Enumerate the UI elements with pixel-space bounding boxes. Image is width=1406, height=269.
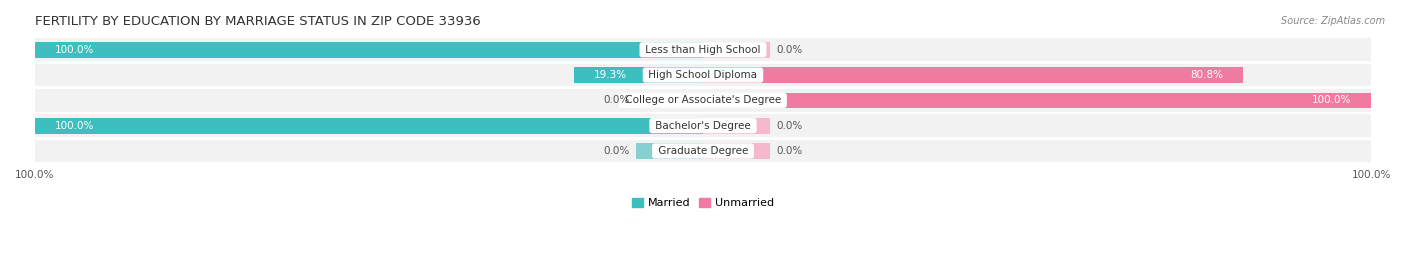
Bar [636,93,703,108]
Bar [35,38,1371,61]
Bar [703,118,770,133]
Text: FERTILITY BY EDUCATION BY MARRIAGE STATUS IN ZIP CODE 33936: FERTILITY BY EDUCATION BY MARRIAGE STATU… [35,15,481,28]
Bar [574,67,703,83]
Bar [703,67,1243,83]
Text: 0.0%: 0.0% [776,121,803,131]
Text: 80.8%: 80.8% [1189,70,1223,80]
Bar [35,64,1371,86]
Text: 100.0%: 100.0% [55,45,94,55]
Bar [703,42,770,58]
Bar [703,143,770,159]
Bar [35,140,1371,162]
Text: College or Associate's Degree: College or Associate's Degree [621,95,785,105]
Bar [636,143,703,159]
Text: 100.0%: 100.0% [1312,95,1351,105]
Bar [35,114,1371,137]
Legend: Married, Unmarried: Married, Unmarried [627,193,779,213]
Text: 0.0%: 0.0% [603,146,630,156]
Text: Bachelor's Degree: Bachelor's Degree [652,121,754,131]
Text: Less than High School: Less than High School [643,45,763,55]
Bar [35,118,703,133]
Text: 100.0%: 100.0% [55,121,94,131]
Text: Graduate Degree: Graduate Degree [655,146,751,156]
Text: 19.3%: 19.3% [595,70,627,80]
Bar [35,42,703,58]
Text: High School Diploma: High School Diploma [645,70,761,80]
Text: 0.0%: 0.0% [776,45,803,55]
Text: 0.0%: 0.0% [603,95,630,105]
Text: Source: ZipAtlas.com: Source: ZipAtlas.com [1281,16,1385,26]
Text: 0.0%: 0.0% [776,146,803,156]
Bar [35,89,1371,112]
Bar [703,93,1371,108]
